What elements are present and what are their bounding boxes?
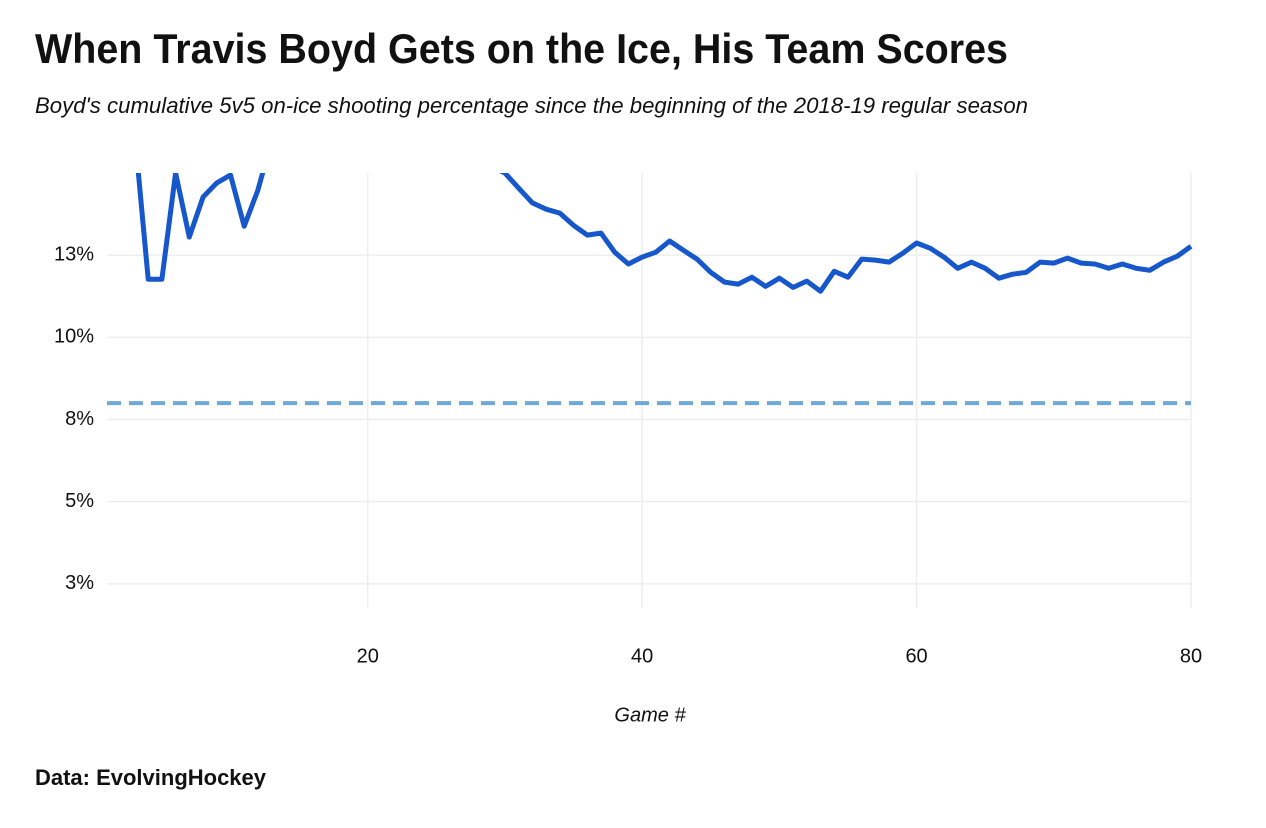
caption: Data: EvolvingHockey xyxy=(35,765,267,790)
y-tick-label: 3% xyxy=(65,572,94,594)
y-tick-label: 5% xyxy=(65,490,94,512)
y-tick-label: 8% xyxy=(65,408,94,430)
grid xyxy=(107,173,1192,608)
data-line xyxy=(135,173,1193,294)
chart-subtitle: Boyd's cumulative 5v5 on-ice shooting pe… xyxy=(35,93,1028,118)
y-tick-label: 13% xyxy=(54,243,94,265)
chart-title: When Travis Boyd Gets on the Ice, His Te… xyxy=(35,25,1008,72)
x-tick-label: 40 xyxy=(631,645,653,667)
x-axis-label: Game # xyxy=(614,704,686,726)
x-tick-label: 20 xyxy=(357,645,379,667)
x-tick-label: 80 xyxy=(1180,645,1202,667)
x-tick-label: 60 xyxy=(905,645,927,667)
plot-area xyxy=(107,173,1193,406)
y-tick-label: 10% xyxy=(54,326,94,348)
